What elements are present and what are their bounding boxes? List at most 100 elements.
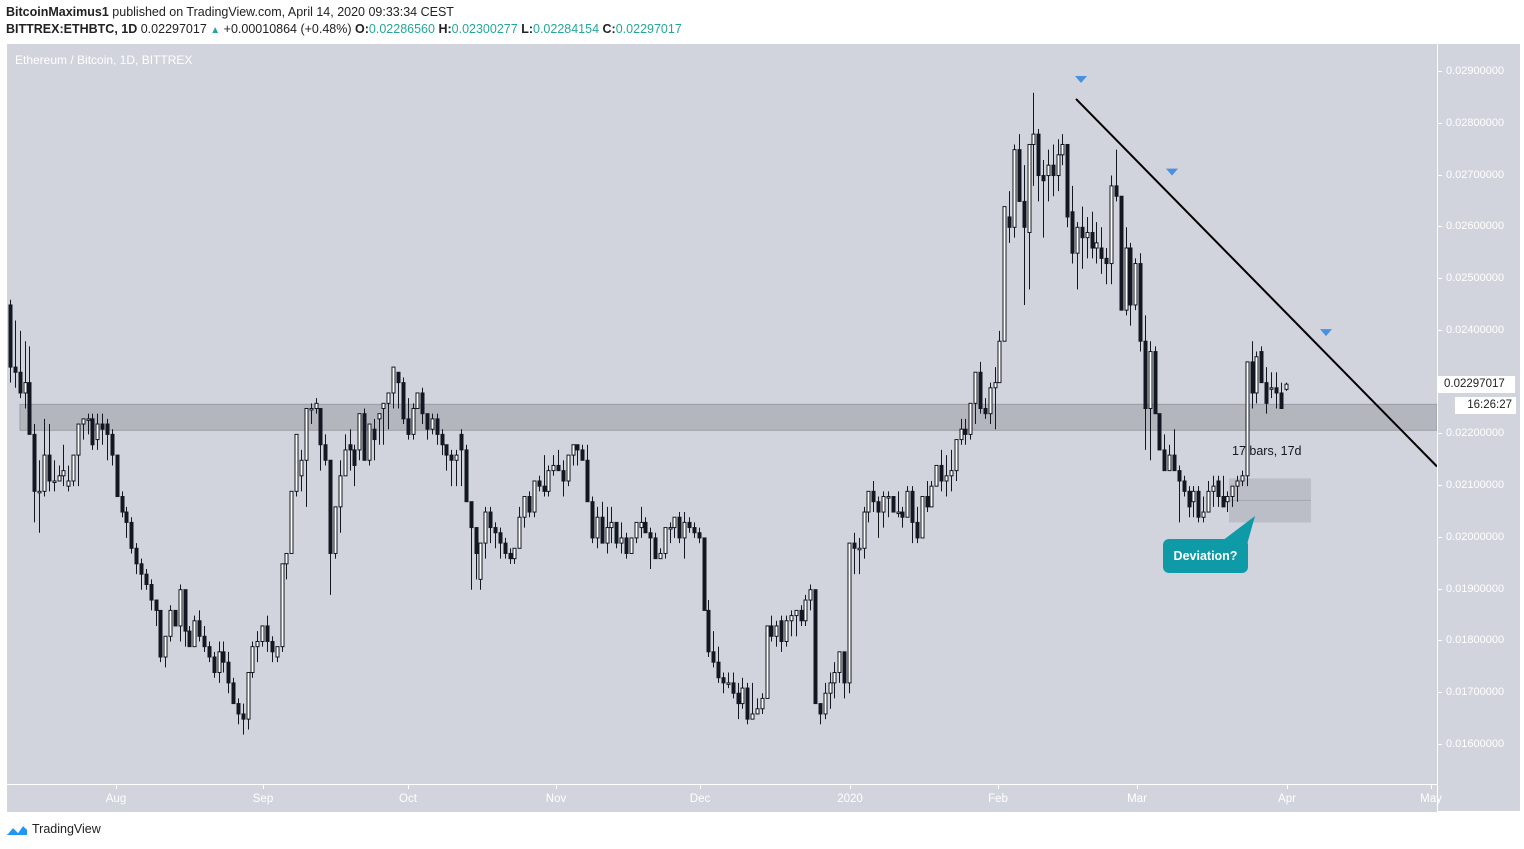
candle-up: [546, 470, 551, 492]
candle-up: [934, 464, 939, 487]
candle-down: [270, 640, 275, 653]
chart-title: Ethereum / Bitcoin, 1D, BITTREX: [15, 53, 193, 67]
candle-up: [1284, 383, 1289, 390]
candle-down: [1172, 454, 1177, 472]
descending-trendline: [1075, 98, 1437, 468]
time-tick-mark: [263, 785, 264, 789]
candle-down: [396, 371, 401, 384]
candle-down: [1022, 200, 1027, 228]
candle-up: [750, 713, 755, 720]
candle-down: [542, 485, 547, 492]
candle-down: [134, 547, 139, 565]
candle-up: [483, 511, 488, 544]
candle-down: [469, 501, 474, 529]
support-resistance-band: [19, 403, 1437, 431]
candle-up: [343, 449, 348, 477]
candle-down: [212, 656, 217, 674]
candle-up: [61, 470, 66, 477]
publish-text: published on TradingView.com, April 14, …: [108, 5, 454, 19]
candle-down: [556, 464, 561, 472]
candle-down: [1080, 226, 1085, 239]
candle-down: [600, 516, 605, 544]
candle-up: [954, 439, 959, 472]
time-axis[interactable]: Aug Sep Oct Nov Dec 2020 Feb Mar Apr May: [7, 784, 1442, 812]
candle-up: [828, 682, 833, 694]
time-tick-label: May: [1420, 793, 1442, 805]
candle-down: [318, 408, 323, 446]
candle-down: [13, 366, 18, 373]
deviation-callout[interactable]: Deviation?: [1163, 539, 1248, 573]
candle-up: [847, 542, 852, 684]
candle-up: [1056, 154, 1061, 177]
price-change: +0.00010864 (+0.48%): [223, 22, 352, 36]
candle-down: [983, 408, 988, 415]
candle-up: [765, 625, 770, 699]
candle-down: [1264, 382, 1269, 404]
brand-name: TradingView: [32, 822, 101, 836]
candle-down: [891, 496, 896, 513]
candle-down: [8, 304, 13, 368]
candle-up: [1124, 247, 1129, 311]
candle-up: [294, 433, 299, 492]
candle-down: [1279, 392, 1284, 410]
date-range-label: 17 bars, 17d: [1232, 444, 1302, 458]
time-tick-label: Nov: [545, 793, 567, 805]
time-tick-label: Aug: [105, 793, 127, 805]
candle-down: [493, 527, 498, 534]
candle-up: [86, 418, 91, 421]
candle-up: [658, 552, 663, 560]
time-tick-label: 2020: [837, 793, 863, 805]
time-tick-mark: [408, 785, 409, 789]
candle-up: [920, 496, 925, 539]
candle-down: [435, 418, 440, 435]
candle-up: [217, 651, 222, 674]
candle-up: [595, 516, 600, 539]
candle-down: [1196, 490, 1201, 518]
candle-up: [1245, 361, 1250, 477]
candle-up: [672, 516, 677, 529]
price-axis[interactable]: 0.02900000 0.02800000 0.02700000 0.02600000…: [1437, 44, 1520, 811]
candle-up: [663, 527, 668, 554]
candle-down: [1177, 470, 1182, 482]
candle-up: [454, 454, 459, 461]
candle-down: [149, 584, 154, 601]
candle-up: [571, 444, 576, 456]
tradingview-brand[interactable]: TradingView: [6, 822, 101, 836]
candle-up: [857, 547, 862, 551]
candle-up: [1094, 242, 1099, 249]
candle-up: [634, 521, 639, 539]
candle-down: [1070, 211, 1075, 254]
candle-up: [959, 428, 964, 441]
low-value: 0.02284154: [533, 22, 600, 36]
candle-down: [47, 454, 52, 482]
candle-up: [23, 382, 28, 394]
candle-down: [207, 646, 212, 658]
candle-down: [842, 651, 847, 684]
candle-up: [1031, 133, 1036, 145]
candle-down: [124, 511, 129, 523]
candle-up: [1211, 485, 1216, 492]
candle-up: [1225, 496, 1230, 503]
open-label: O:: [355, 22, 369, 36]
candle-up: [794, 609, 799, 617]
time-tick-mark: [850, 785, 851, 789]
time-tick-mark: [556, 785, 557, 789]
candle-up: [896, 511, 901, 515]
publisher-name[interactable]: BitcoinMaximus1: [6, 5, 109, 19]
candle-down: [406, 418, 411, 435]
candle-up: [929, 485, 934, 508]
candle-down: [202, 635, 207, 648]
candle-up: [784, 620, 789, 642]
candle-up: [755, 708, 760, 715]
candle-up: [605, 527, 610, 544]
candle-down: [925, 496, 930, 508]
candle-down: [876, 501, 881, 513]
candle-down: [1099, 247, 1104, 259]
candle-up: [988, 387, 993, 415]
candle-down: [444, 444, 449, 456]
candle-down: [372, 428, 377, 441]
candle-down: [173, 609, 178, 627]
candle-up: [163, 635, 168, 658]
candle-up: [629, 537, 634, 554]
